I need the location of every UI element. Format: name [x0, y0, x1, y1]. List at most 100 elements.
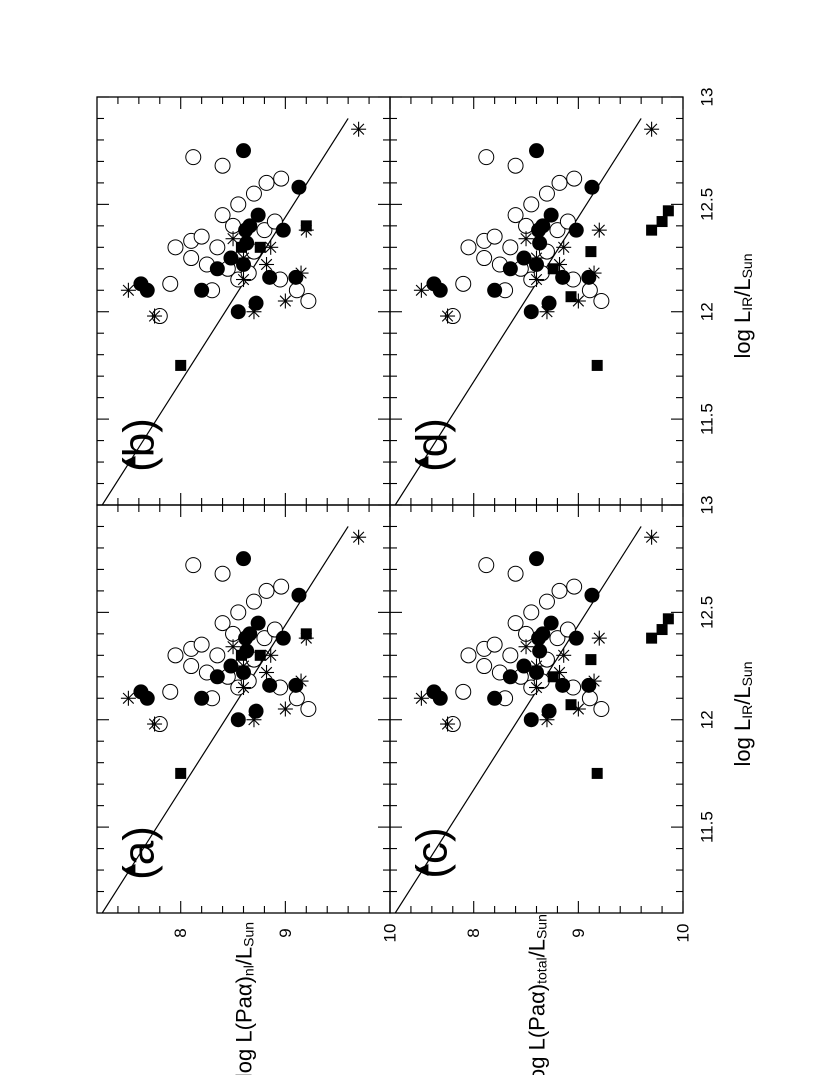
- x-axis-title: log LIR/LSun: [730, 662, 756, 767]
- star-point: [539, 304, 555, 320]
- open-circle-point: [230, 604, 247, 621]
- open-circle-point: [566, 170, 583, 187]
- star-point: [236, 272, 251, 288]
- open-circle-point: [258, 174, 275, 191]
- star-point: [529, 658, 544, 674]
- filled-circle-point: [230, 304, 246, 320]
- star-point: [529, 680, 544, 696]
- filled-circle-point: [133, 684, 149, 700]
- filled-circle-point: [262, 677, 278, 693]
- filled-circle-point: [250, 615, 266, 631]
- open-circle-point: [209, 239, 226, 256]
- panel-a: (a) 8 9 10: [96, 504, 400, 943]
- square-point: [585, 246, 597, 258]
- filled-circle-point: [584, 179, 600, 195]
- filled-circle-point: [523, 304, 539, 320]
- square-point: [591, 359, 603, 371]
- panel-label: (a): [115, 826, 164, 880]
- star-point: [277, 701, 293, 717]
- star-point: [120, 690, 136, 706]
- star-point: [644, 529, 660, 545]
- x-tick-label: 13: [698, 88, 717, 107]
- filled-circle-point: [194, 690, 210, 706]
- filled-circle-point: [291, 587, 307, 603]
- open-circle-point: [502, 647, 519, 664]
- filled-circle-point: [236, 551, 251, 567]
- filled-circle-point: [502, 669, 518, 685]
- open-circle-point: [551, 582, 568, 599]
- filled-circle-point: [555, 269, 571, 285]
- filled-circle-point: [133, 276, 149, 292]
- square-point: [254, 241, 266, 253]
- open-circle-point: [167, 647, 184, 664]
- open-circle-point: [183, 250, 200, 267]
- filled-circle-point: [502, 261, 518, 277]
- square-point: [235, 649, 247, 661]
- x-tick-label: 12.5: [698, 188, 717, 221]
- star-point: [236, 680, 251, 696]
- filled-circle-point: [426, 684, 442, 700]
- star-point: [236, 250, 251, 266]
- filled-circle-point: [555, 677, 571, 693]
- open-circle-point: [288, 690, 305, 707]
- open-circle-point: [162, 275, 179, 292]
- open-circle-point: [538, 185, 555, 202]
- star-point: [644, 121, 660, 137]
- filled-circle-point: [242, 626, 258, 642]
- open-circle-point: [486, 636, 503, 653]
- open-circle-point: [245, 593, 262, 610]
- filled-circle-point: [487, 282, 503, 298]
- open-circle-point: [273, 578, 290, 595]
- open-circle-point: [185, 557, 202, 574]
- panel-c: (c) 8 9 10 11.5 12 12.5 13: [389, 496, 717, 943]
- filled-circle-point: [275, 222, 291, 238]
- open-circle-point: [581, 282, 598, 299]
- star-point: [413, 282, 429, 298]
- star-point: [246, 712, 262, 728]
- filled-circle-point: [584, 587, 600, 603]
- open-circle-point: [502, 239, 519, 256]
- y-tick-label: 10: [381, 924, 400, 943]
- square-point: [646, 632, 658, 644]
- filled-circle-point: [516, 658, 532, 674]
- square-point: [547, 263, 559, 275]
- filled-circle-point: [543, 615, 559, 631]
- star-point: [236, 658, 251, 674]
- star-point: [351, 121, 367, 137]
- filled-circle-point: [529, 551, 544, 567]
- open-circle-point: [230, 196, 247, 213]
- filled-circle-point: [487, 690, 503, 706]
- star-point: [351, 529, 367, 545]
- y-tick-label: 8: [171, 928, 190, 937]
- star-point: [591, 630, 607, 646]
- x-tick-label: 11.5: [698, 403, 717, 435]
- filled-circle-point: [523, 712, 539, 728]
- open-circle-point: [486, 228, 503, 245]
- open-circle-point: [193, 228, 210, 245]
- star-point: [263, 647, 279, 663]
- filled-circle-point: [568, 222, 584, 238]
- y-tick-label: 10: [674, 924, 693, 943]
- filled-circle-point: [529, 143, 544, 159]
- filled-circle-point: [568, 630, 584, 646]
- open-circle-point: [593, 293, 610, 309]
- open-circle-point: [185, 149, 202, 166]
- open-circle-point: [288, 282, 305, 299]
- x-axis-title: log LIR/LSun: [730, 254, 756, 359]
- star-point: [518, 639, 534, 655]
- filled-circle-point: [248, 703, 264, 719]
- y-tick-label: 9: [276, 928, 295, 937]
- star-point: [246, 304, 262, 320]
- open-circle-point: [523, 196, 540, 213]
- star-point: [570, 701, 586, 717]
- filled-circle-point: [275, 630, 291, 646]
- open-circle-point: [455, 275, 472, 292]
- panel-label: (c): [408, 827, 457, 878]
- open-circle-point: [167, 239, 184, 256]
- star-point: [556, 239, 572, 255]
- filled-circle-point: [262, 269, 278, 285]
- star-point: [539, 712, 555, 728]
- open-circle-point: [214, 207, 231, 224]
- filled-circle-point: [223, 658, 239, 674]
